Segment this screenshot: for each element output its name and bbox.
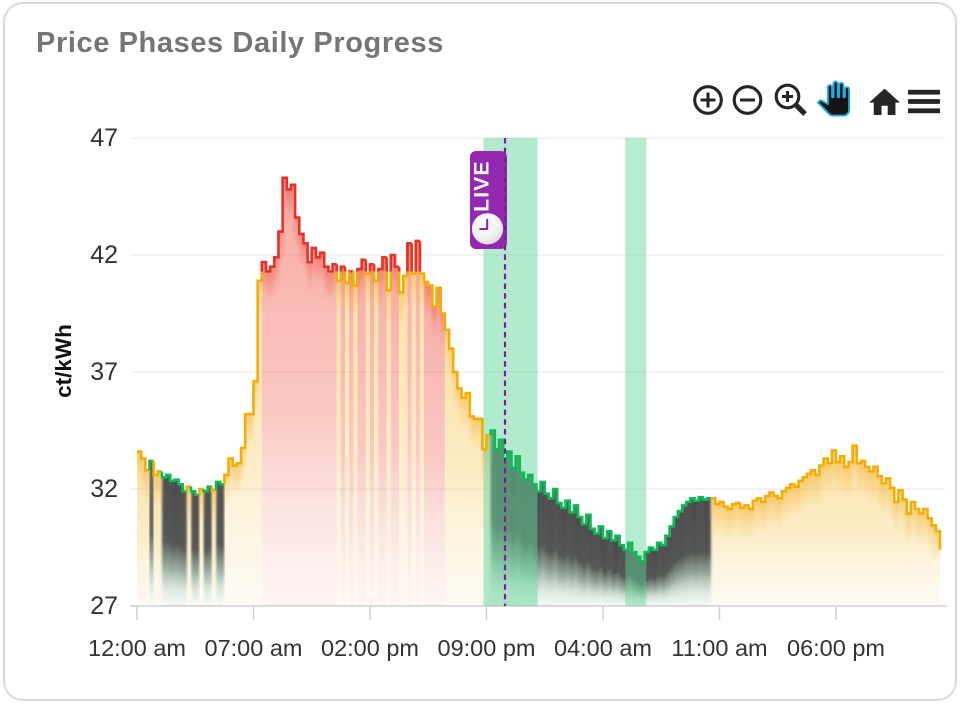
svg-text:42: 42 — [90, 241, 118, 269]
svg-text:37: 37 — [90, 358, 118, 386]
svg-text:11:00 am: 11:00 am — [671, 635, 767, 661]
svg-text:02:00 pm: 02:00 pm — [321, 635, 419, 661]
svg-text:LIVE: LIVE — [471, 160, 494, 211]
svg-text:06:00 pm: 06:00 pm — [787, 635, 885, 661]
svg-text:09:00 pm: 09:00 pm — [438, 635, 536, 661]
svg-text:32: 32 — [90, 475, 118, 503]
svg-text:04:00 am: 04:00 am — [554, 635, 652, 661]
svg-text:12:00 am: 12:00 am — [88, 635, 186, 661]
svg-text:07:00 am: 07:00 am — [205, 635, 303, 661]
svg-text:ct/kWh: ct/kWh — [51, 324, 76, 398]
svg-text:27: 27 — [90, 592, 118, 620]
svg-text:47: 47 — [90, 124, 118, 152]
